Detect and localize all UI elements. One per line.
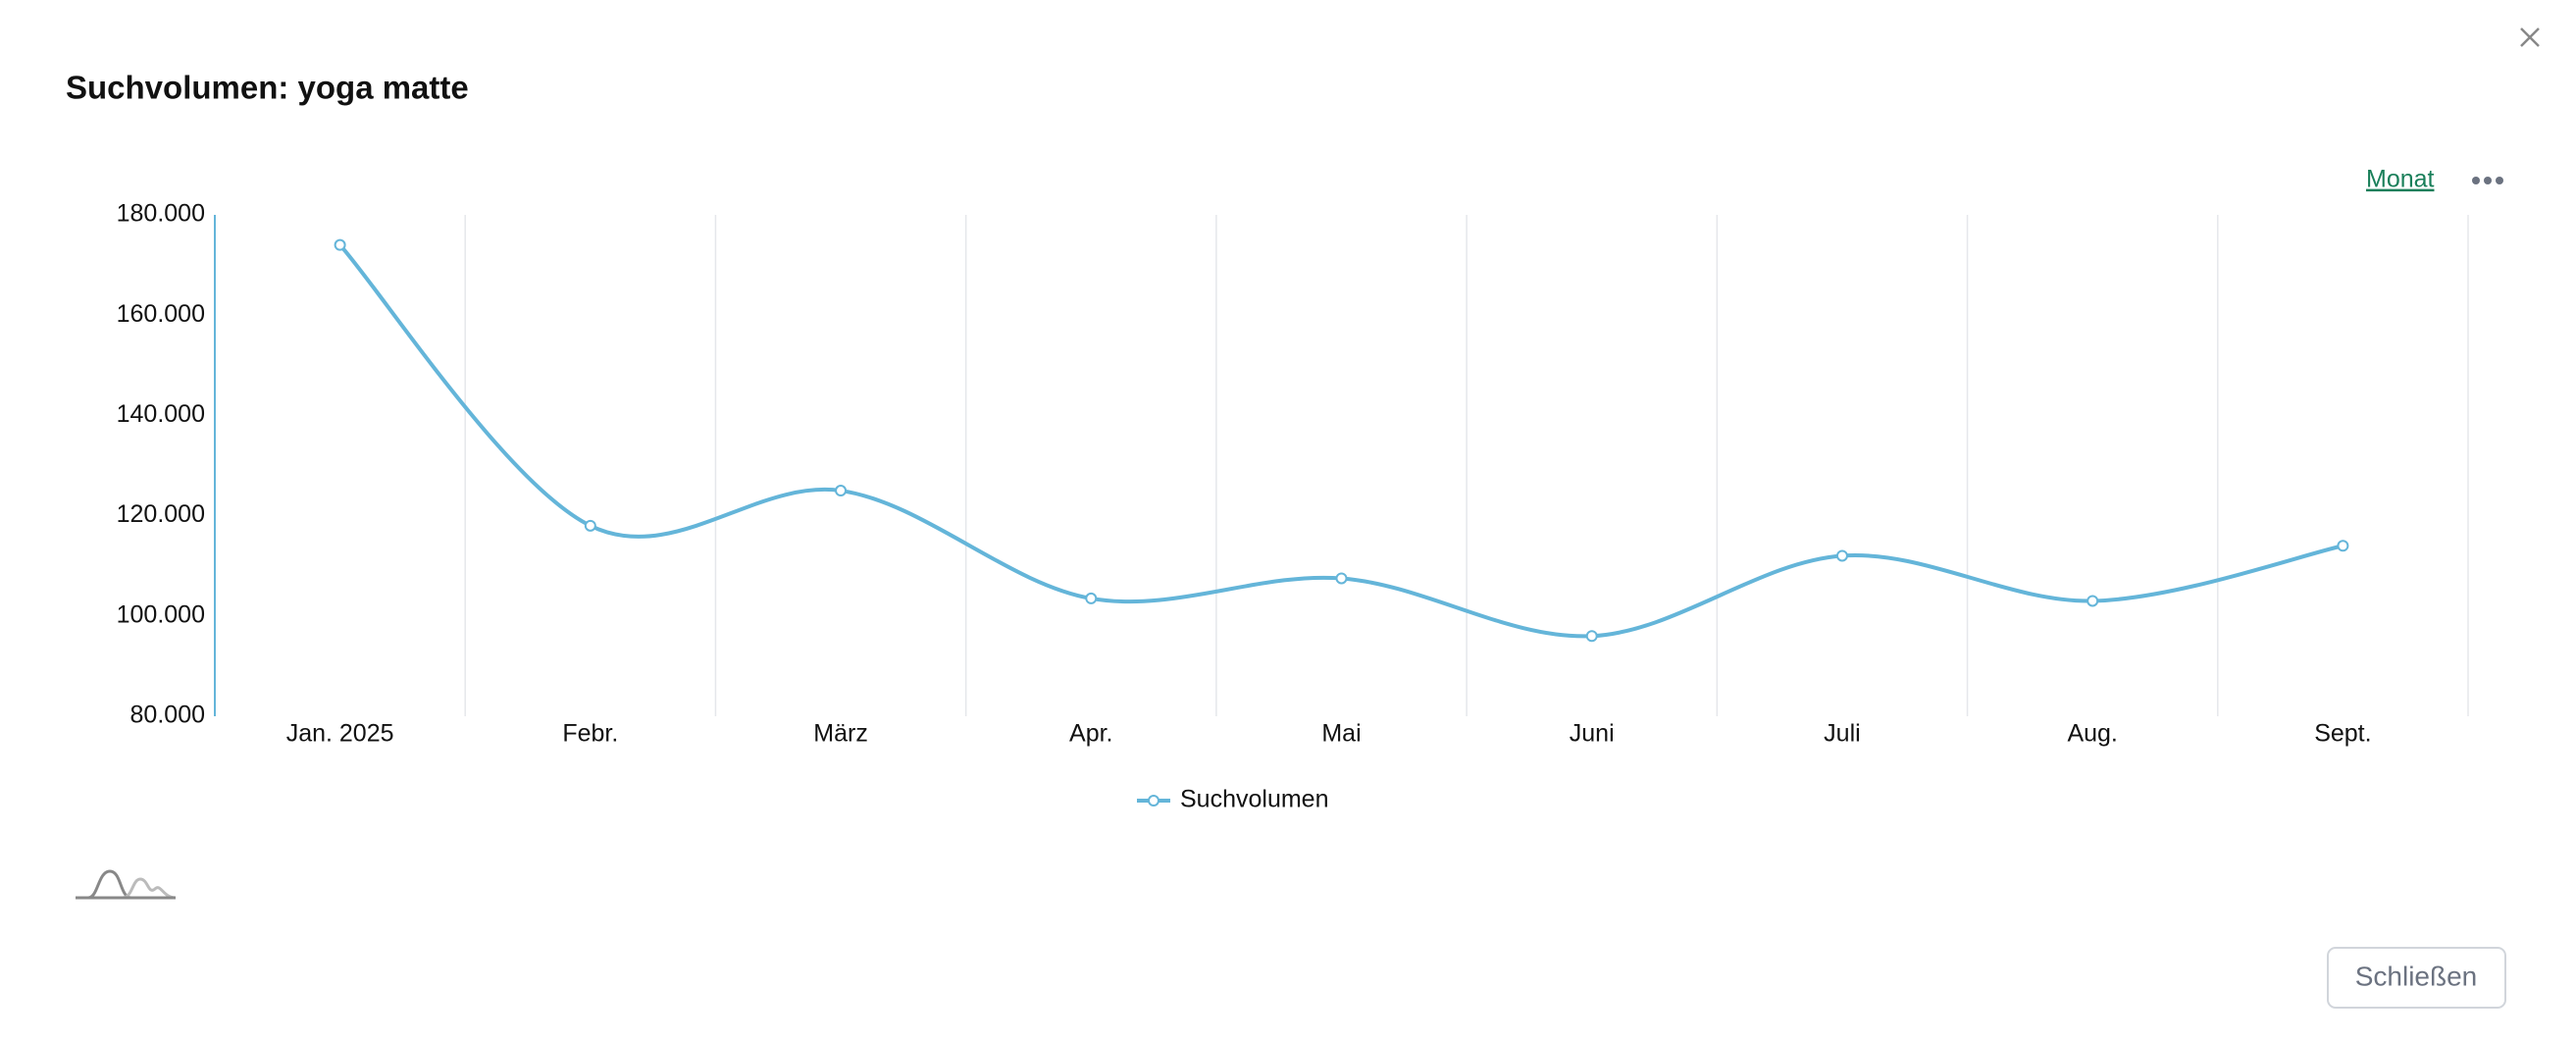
close-icon[interactable]: [2520, 27, 2540, 47]
point: [2087, 595, 2099, 607]
x-tick-label: Mai: [1321, 720, 1361, 748]
x-tick-label: Aug.: [2067, 720, 2117, 748]
point: [1585, 630, 1598, 643]
close-button-label[interactable]: Schließen: [2355, 961, 2478, 991]
y-tick-label: 140.000: [117, 400, 205, 428]
plot: 80.000 100.000 120.000 140.000 160.000 180.00…: [117, 200, 2469, 813]
x-tick-label: Sept.: [2314, 720, 2371, 748]
period-link[interactable]: Monat: [2366, 166, 2435, 193]
point: [2337, 540, 2349, 552]
y-tick-label: 180.000: [117, 200, 205, 228]
x-tick-label: Febr.: [562, 720, 618, 748]
point: [1335, 572, 1348, 585]
more-menu[interactable]: [2472, 177, 2503, 184]
close-button[interactable]: [2327, 947, 2506, 1009]
y-tick-label: 160.000: [117, 300, 205, 328]
chart-title: Suchvolumen: yoga matte: [66, 70, 469, 106]
y-tick-label: 120.000: [117, 500, 205, 528]
x-tick-label: Juli: [1824, 720, 1861, 748]
point: [334, 238, 346, 251]
x-tick-label: Apr.: [1069, 720, 1112, 748]
x-tick-label: Juni: [1570, 720, 1615, 748]
point: [584, 519, 596, 532]
point: [1085, 592, 1098, 604]
y-tick-label: 80.000: [130, 702, 205, 729]
x-tick-label: Jan. 2025: [286, 720, 394, 748]
point: [835, 485, 848, 497]
line: [338, 243, 2344, 639]
logo-icon: [76, 869, 177, 900]
y-tick-label: 100.000: [117, 600, 205, 628]
x-tick-label: März: [813, 720, 868, 748]
legend-label: Suchvolumen: [1180, 786, 1328, 813]
point: [1835, 549, 1848, 562]
legend-marker: [1148, 795, 1159, 807]
